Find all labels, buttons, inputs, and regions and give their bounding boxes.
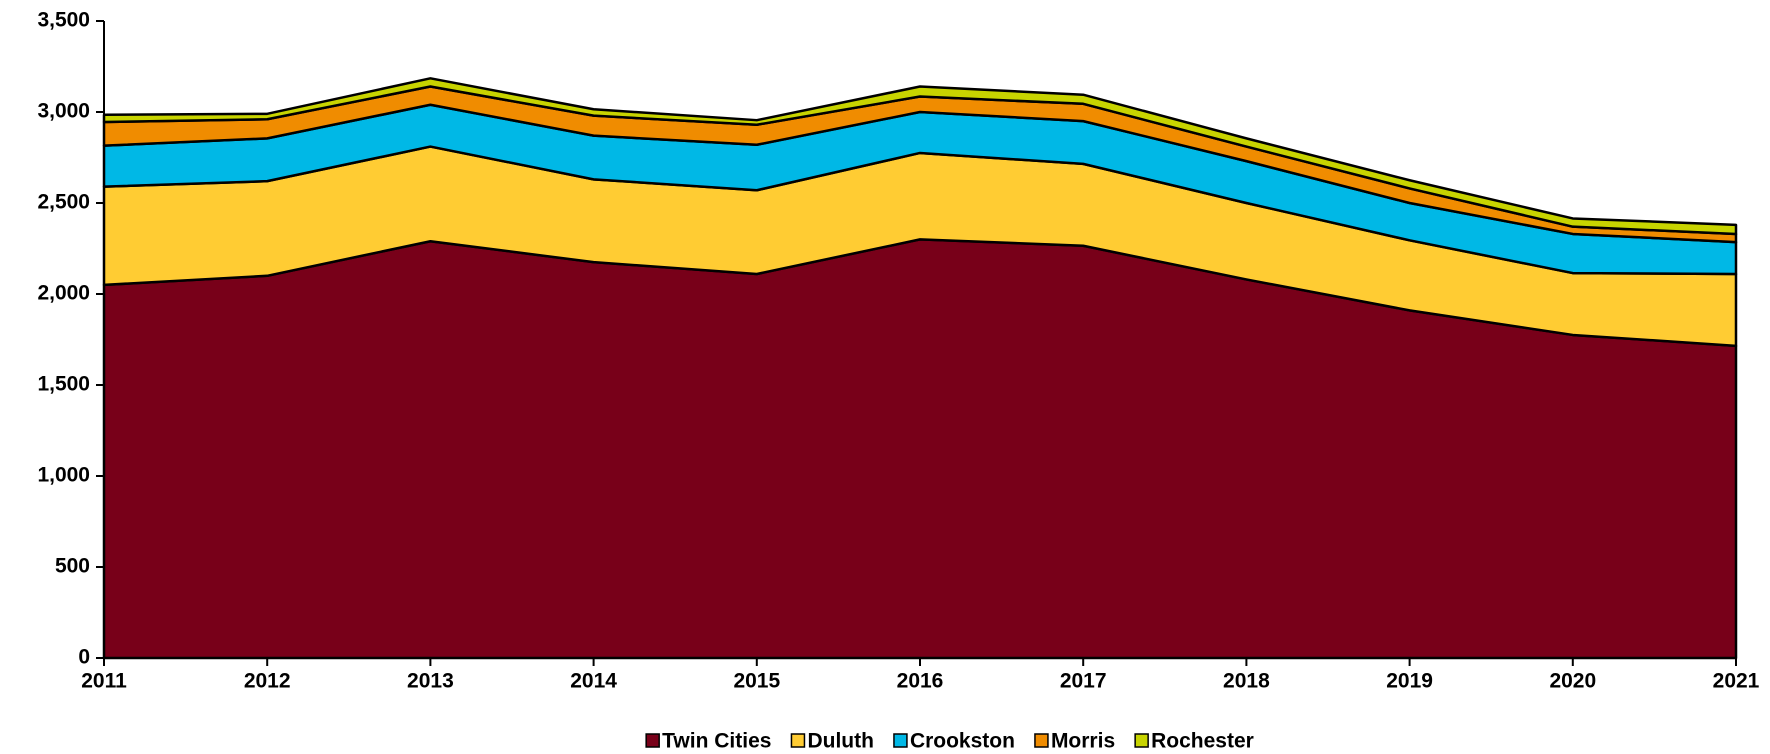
y-tick-label: 1,000 [37, 464, 90, 487]
x-tick-label: 2017 [1060, 670, 1107, 693]
y-tick-label: 500 [55, 555, 90, 578]
x-tick-label: 2014 [570, 670, 617, 693]
x-tick-label: 2012 [244, 670, 291, 693]
y-tick-label: 3,000 [37, 100, 90, 123]
legend-label: Morris [1051, 730, 1115, 753]
legend-swatch [645, 733, 660, 748]
legend-swatch [893, 733, 908, 748]
x-tick-label: 2015 [733, 670, 780, 693]
legend-swatch [1034, 733, 1049, 748]
legend-label: Crookston [910, 730, 1015, 753]
y-tick-label: 1,500 [37, 373, 90, 396]
legend-label: Twin Cities [662, 730, 771, 753]
y-tick-label: 3,500 [37, 9, 90, 32]
x-tick-label: 2011 [81, 670, 127, 693]
y-tick-label: 2,000 [37, 282, 90, 305]
area [102, 77, 1738, 236]
x-tick-label: 2016 [897, 670, 944, 693]
x-tick-label: 2013 [407, 670, 454, 693]
x-tick-label: 2019 [1386, 670, 1433, 693]
legend-swatch [1134, 733, 1149, 748]
x-tick-label: 2018 [1223, 670, 1270, 693]
x-tick-label: 2021 [1713, 670, 1760, 693]
y-tick-label: 2,500 [37, 191, 90, 214]
legend-swatch [790, 733, 806, 748]
legend-label: Duluth [807, 730, 873, 753]
x-tick-label: 2020 [1549, 670, 1596, 693]
legend-label: Rochester [1151, 730, 1254, 753]
y-tick-label: 0 [78, 646, 90, 669]
